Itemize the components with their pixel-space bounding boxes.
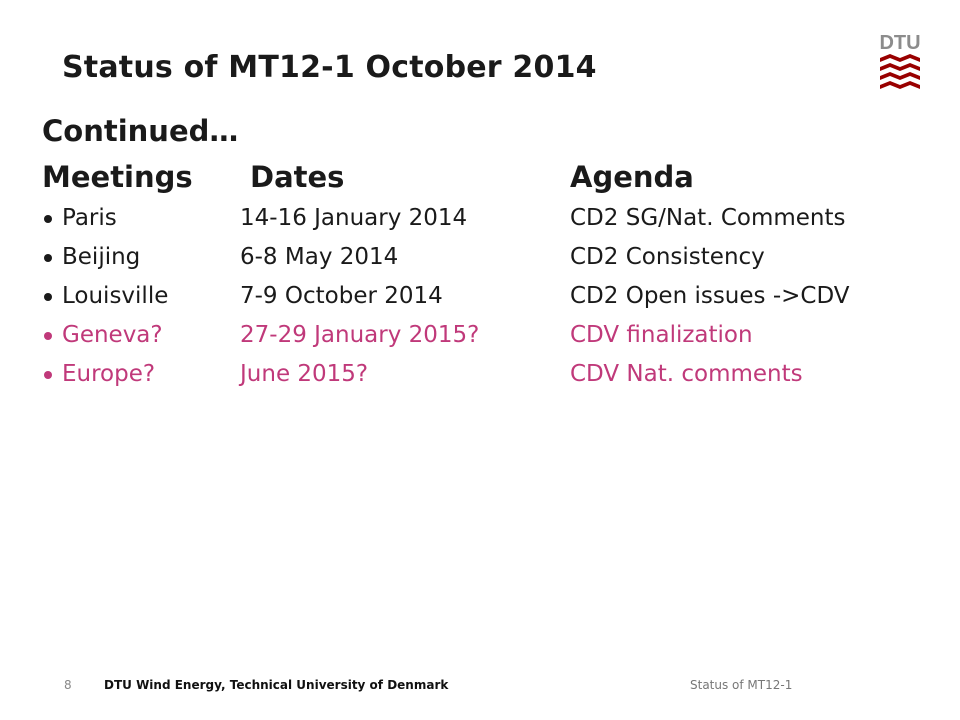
dtu-logo-text: DTU	[879, 32, 920, 54]
meeting-dates: June 2015?	[240, 361, 369, 387]
footer-presentation-title: Status of MT12-1	[690, 678, 793, 692]
bullet-icon	[44, 371, 52, 379]
meeting-agenda: CDV finalization	[570, 322, 753, 348]
bullet-icon	[44, 254, 52, 262]
meeting-location: Geneva?	[62, 322, 163, 348]
dtu-logo-icon: DTU	[879, 32, 921, 89]
meeting-agenda: CD2 Consistency	[570, 244, 765, 270]
meeting-location: Paris	[62, 205, 117, 231]
bullet-icon	[44, 293, 52, 301]
meeting-location: Louisville	[62, 283, 169, 309]
meeting-dates: 27-29 January 2015?	[240, 322, 480, 348]
meeting-agenda: CD2 SG/Nat. Comments	[570, 205, 846, 231]
slide-subtitle: Continued…	[42, 114, 239, 148]
column-header-agenda: Agenda	[570, 160, 694, 194]
footer-organization: DTU Wind Energy, Technical University of…	[104, 678, 449, 692]
meeting-agenda: CD2 Open issues ->CDV	[570, 283, 850, 309]
meeting-dates: 7-9 October 2014	[240, 283, 443, 309]
meeting-location: Europe?	[62, 361, 156, 387]
bullet-icon	[44, 215, 52, 223]
page-number: 8	[64, 678, 72, 692]
meeting-dates: 14-16 January 2014	[240, 205, 468, 231]
meeting-dates: 6-8 May 2014	[240, 244, 399, 270]
meeting-location: Beijing	[62, 244, 141, 270]
bullet-icon	[44, 332, 52, 340]
column-header-meetings: Meetings	[42, 160, 193, 194]
slide-title: Status of MT12-1 October 2014	[62, 50, 597, 85]
column-header-dates: Dates	[250, 160, 345, 194]
meeting-agenda: CDV Nat. comments	[570, 361, 803, 387]
